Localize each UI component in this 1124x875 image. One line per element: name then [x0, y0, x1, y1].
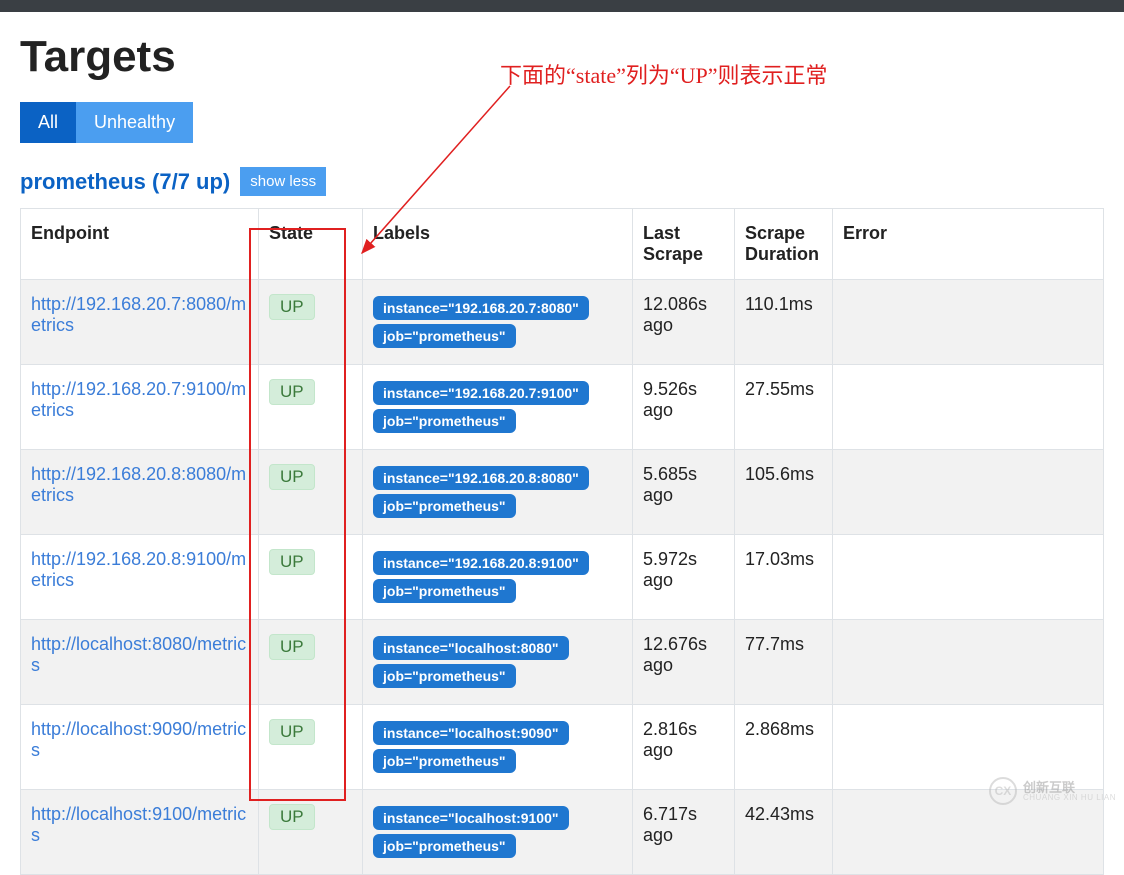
table-row: http://localhost:9090/metrics UP instance=…: [21, 705, 1104, 790]
label-pill: job="prometheus": [373, 494, 516, 518]
watermark-py: CHUANG XIN HU LIAN: [1023, 794, 1116, 802]
last-scrape-value: 6.717s ago: [633, 790, 735, 875]
table-row: http://localhost:8080/metrics UP instance=…: [21, 620, 1104, 705]
label-pill: job="prometheus": [373, 409, 516, 433]
endpoint-link[interactable]: http://localhost:9090/metrics: [31, 719, 246, 760]
endpoint-link[interactable]: http://localhost:8080/metrics: [31, 634, 246, 675]
col-scrape-duration: Scrape Duration: [735, 209, 833, 280]
table-header-row: Endpoint State Labels Last Scrape Scrape…: [21, 209, 1104, 280]
last-scrape-value: 2.816s ago: [633, 705, 735, 790]
error-value: [833, 365, 1104, 450]
state-badge: UP: [269, 379, 315, 405]
annotation-text: 下面的“state”列为“UP”则表示正常: [500, 58, 828, 90]
scrape-duration-value: 27.55ms: [735, 365, 833, 450]
col-state: State: [259, 209, 363, 280]
last-scrape-value: 5.972s ago: [633, 535, 735, 620]
label-pill: job="prometheus": [373, 579, 516, 603]
endpoint-link[interactable]: http://192.168.20.7:9100/metrics: [31, 379, 246, 420]
state-badge: UP: [269, 549, 315, 575]
state-badge: UP: [269, 804, 315, 830]
state-badge: UP: [269, 464, 315, 490]
table-row: http://192.168.20.7:8080/metrics UP instan…: [21, 280, 1104, 365]
label-pill: instance="192.168.20.8:9100": [373, 551, 589, 575]
table-row: http://localhost:9100/metrics UP instance=…: [21, 790, 1104, 875]
group-title[interactable]: prometheus (7/7 up): [20, 169, 230, 195]
label-pill: instance="localhost:9090": [373, 721, 569, 745]
scrape-duration-value: 110.1ms: [735, 280, 833, 365]
last-scrape-value: 5.685s ago: [633, 450, 735, 535]
scrape-duration-value: 2.868ms: [735, 705, 833, 790]
last-scrape-value: 12.086s ago: [633, 280, 735, 365]
watermark-cn: 创新互联: [1023, 781, 1116, 794]
scrape-duration-value: 105.6ms: [735, 450, 833, 535]
scrape-duration-value: 42.43ms: [735, 790, 833, 875]
label-pill: instance="localhost:8080": [373, 636, 569, 660]
error-value: [833, 620, 1104, 705]
label-pill: instance="192.168.20.7:9100": [373, 381, 589, 405]
error-value: [833, 535, 1104, 620]
label-pill: instance="localhost:9100": [373, 806, 569, 830]
endpoint-link[interactable]: http://192.168.20.7:8080/metrics: [31, 294, 246, 335]
endpoint-link[interactable]: http://192.168.20.8:8080/metrics: [31, 464, 246, 505]
table-row: http://192.168.20.8:8080/metrics UP instan…: [21, 450, 1104, 535]
table-row: http://192.168.20.8:9100/metrics UP instan…: [21, 535, 1104, 620]
watermark-logo: CX: [989, 777, 1017, 805]
label-pill: job="prometheus": [373, 324, 516, 348]
label-pill: instance="192.168.20.8:8080": [373, 466, 589, 490]
watermark: CX 创新互联 CHUANG XIN HU LIAN: [989, 777, 1116, 805]
filter-unhealthy-button[interactable]: Unhealthy: [76, 102, 193, 143]
state-badge: UP: [269, 294, 315, 320]
scrape-duration-value: 77.7ms: [735, 620, 833, 705]
label-pill: job="prometheus": [373, 664, 516, 688]
targets-table: Endpoint State Labels Last Scrape Scrape…: [20, 208, 1104, 875]
label-pill: job="prometheus": [373, 834, 516, 858]
col-last-scrape: Last Scrape: [633, 209, 735, 280]
state-badge: UP: [269, 634, 315, 660]
col-endpoint: Endpoint: [21, 209, 259, 280]
endpoint-link[interactable]: http://localhost:9100/metrics: [31, 804, 246, 845]
col-labels: Labels: [363, 209, 633, 280]
scrape-duration-value: 17.03ms: [735, 535, 833, 620]
filter-row: AllUnhealthy: [20, 102, 1104, 143]
filter-all-button[interactable]: All: [20, 102, 76, 143]
state-badge: UP: [269, 719, 315, 745]
main-content: Targets AllUnhealthy prometheus (7/7 up)…: [0, 12, 1124, 875]
table-row: http://192.168.20.7:9100/metrics UP instan…: [21, 365, 1104, 450]
endpoint-link[interactable]: http://192.168.20.8:9100/metrics: [31, 549, 246, 590]
last-scrape-value: 9.526s ago: [633, 365, 735, 450]
error-value: [833, 450, 1104, 535]
label-pill: job="prometheus": [373, 749, 516, 773]
group-header: prometheus (7/7 up) show less: [20, 167, 1104, 196]
error-value: [833, 280, 1104, 365]
topbar: [0, 0, 1124, 12]
label-pill: instance="192.168.20.7:8080": [373, 296, 589, 320]
show-less-button[interactable]: show less: [240, 167, 326, 196]
last-scrape-value: 12.676s ago: [633, 620, 735, 705]
col-error: Error: [833, 209, 1104, 280]
